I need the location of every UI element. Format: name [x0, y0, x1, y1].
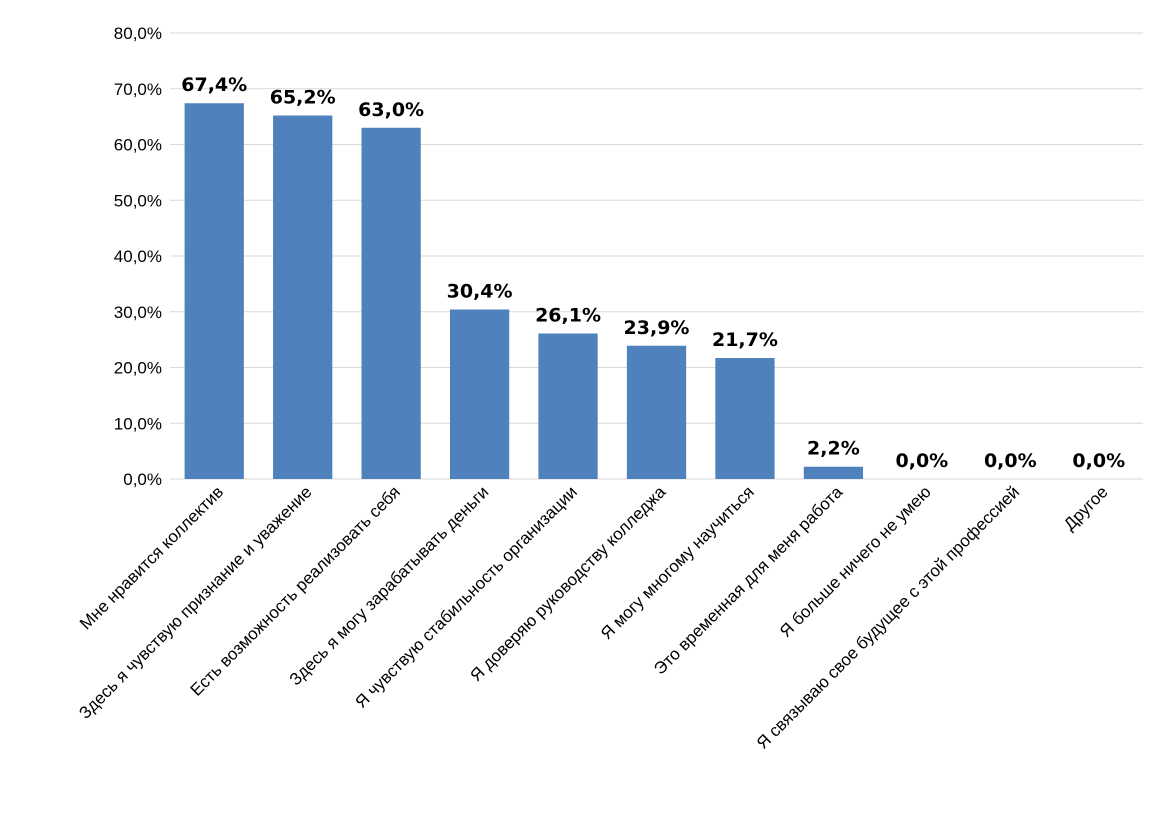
bars — [184, 103, 864, 480]
bar — [361, 127, 421, 480]
y-tick-label: 0,0% — [123, 470, 162, 489]
y-tick-label: 50,0% — [114, 191, 162, 210]
data-label: 63,0% — [358, 99, 424, 121]
y-tick-label: 80,0% — [114, 24, 162, 43]
data-label: 0,0% — [896, 450, 949, 472]
x-category-label: Другое — [1060, 482, 1112, 534]
data-label: 21,7% — [712, 329, 778, 351]
data-label: 65,2% — [270, 87, 336, 109]
x-category-label: Мне нравится коллектив — [76, 482, 227, 633]
data-label: 0,0% — [1072, 450, 1125, 472]
y-tick-label: 60,0% — [114, 136, 162, 155]
y-tick-label: 30,0% — [114, 303, 162, 322]
data-label: 26,1% — [535, 304, 601, 326]
x-category-label: Я больше ничего не умею — [776, 482, 935, 641]
bar — [626, 345, 687, 479]
data-label: 2,2% — [807, 438, 860, 460]
x-category-label: Я доверяю руководству колледжа — [466, 482, 669, 685]
y-axis-tick-labels: 0,0% 10,0% 20,0% 30,0% 40,0% 50,0% 60,0% 70,0% 8… — [114, 24, 162, 489]
x-category-label: Это временная для меня работа — [650, 482, 846, 678]
y-tick-label: 70,0% — [114, 80, 162, 99]
y-tick-label: 40,0% — [114, 247, 162, 266]
data-labels: 67,4% 65,2% 63,0% 30,4% 26,1% 23,9% 21,7% 2,2% 0… — [181, 74, 1125, 472]
x-category-label: Я могу многому научиться — [597, 482, 758, 643]
data-label: 30,4% — [447, 281, 513, 303]
y-tick-label: 10,0% — [114, 414, 162, 433]
bar — [803, 466, 864, 479]
bar — [449, 309, 510, 479]
data-label: 67,4% — [181, 74, 247, 96]
y-tick-label: 20,0% — [114, 359, 162, 378]
x-category-label: Здесь я могу зарабатывать деньги — [286, 482, 493, 689]
bar — [184, 103, 244, 480]
data-label: 0,0% — [984, 450, 1037, 472]
bar — [715, 358, 775, 479]
bar — [273, 115, 333, 479]
bar — [538, 333, 598, 479]
data-label: 23,9% — [624, 317, 690, 339]
